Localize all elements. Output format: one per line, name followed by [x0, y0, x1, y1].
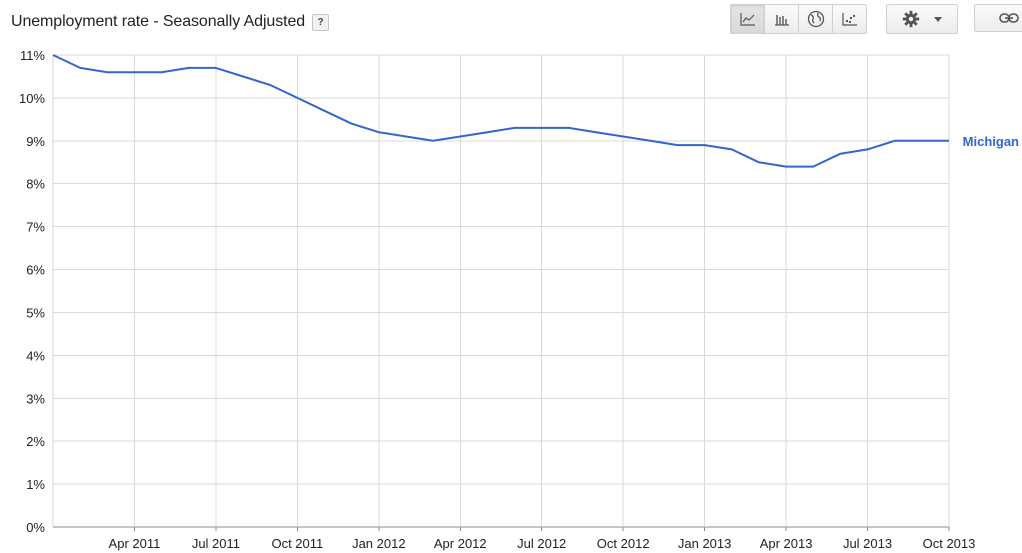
data-point[interactable]	[865, 147, 870, 152]
x-tick-label: Jan 2013	[678, 536, 732, 551]
data-point[interactable]	[512, 125, 517, 130]
data-point[interactable]	[756, 160, 761, 165]
scatter-chart-button[interactable]	[833, 4, 867, 34]
data-point[interactable]	[648, 138, 653, 143]
settings-button[interactable]	[886, 4, 958, 34]
help-button[interactable]: ?	[312, 13, 330, 31]
y-tick-label: 7%	[26, 220, 45, 235]
data-point[interactable]	[702, 143, 707, 148]
map-button[interactable]	[799, 4, 833, 34]
x-tick-label: Apr 2013	[760, 536, 813, 551]
data-point[interactable]	[213, 65, 218, 70]
x-tick-label: Apr 2012	[434, 536, 487, 551]
data-point[interactable]	[458, 134, 463, 139]
data-point[interactable]	[295, 95, 300, 100]
y-tick-label: 0%	[26, 520, 45, 535]
y-tick-label: 4%	[26, 348, 45, 363]
link-button[interactable]	[974, 4, 1022, 32]
line-chart-button[interactable]	[730, 4, 765, 34]
x-axis-ticks: Apr 2011 Jul 2011 Oct 2011 Jan 2012 Apr 2012…	[109, 527, 976, 551]
data-point[interactable]	[621, 134, 626, 139]
y-tick-label: 3%	[26, 391, 45, 406]
bar-chart-icon	[774, 15, 789, 26]
y-axis-ticks: 0% 1% 2% 3% 4% 5% 6% 7% 8% 9% 10% 11%	[19, 48, 45, 535]
data-point[interactable]	[919, 138, 924, 143]
data-point[interactable]	[51, 53, 56, 58]
y-tick-label: 1%	[26, 477, 45, 492]
series-line-michigan[interactable]	[52, 54, 949, 168]
data-point[interactable]	[132, 70, 137, 75]
data-point[interactable]	[539, 125, 544, 130]
x-tick-label: Oct 2012	[597, 536, 650, 551]
data-point[interactable]	[241, 74, 246, 79]
gear-icon	[902, 10, 920, 28]
link-icon	[999, 13, 1019, 23]
chevron-down-icon	[934, 16, 942, 22]
y-tick-label: 2%	[26, 434, 45, 449]
data-point[interactable]	[78, 65, 83, 70]
data-point[interactable]	[268, 83, 273, 88]
y-tick-label: 10%	[19, 91, 45, 106]
x-tick-label: Jul 2012	[517, 536, 566, 551]
y-tick-label: 6%	[26, 263, 45, 278]
data-point[interactable]	[376, 130, 381, 135]
x-tick-label: Oct 2011	[271, 536, 323, 551]
data-point[interactable]	[431, 138, 436, 143]
series-layer: Michigan	[51, 53, 1019, 169]
data-point[interactable]	[322, 108, 327, 113]
y-tick-label: 11%	[20, 48, 45, 63]
data-point[interactable]	[838, 151, 843, 156]
data-point[interactable]	[105, 70, 110, 75]
data-point[interactable]	[784, 164, 789, 169]
data-point[interactable]	[349, 121, 354, 126]
series-label[interactable]: Michigan	[963, 134, 1019, 149]
chart-type-toolbar	[730, 4, 867, 34]
y-tick-label: 8%	[26, 177, 45, 192]
data-point[interactable]	[594, 130, 599, 135]
data-point[interactable]	[186, 65, 191, 70]
y-tick-label: 9%	[26, 134, 45, 149]
grid-lines	[52, 54, 950, 528]
x-tick-label: Jul 2013	[843, 536, 892, 551]
data-point[interactable]	[729, 147, 734, 152]
globe-icon	[807, 10, 824, 28]
data-point[interactable]	[403, 134, 408, 139]
data-point[interactable]	[485, 130, 490, 135]
x-tick-label: Jul 2011	[192, 536, 240, 551]
data-point[interactable]	[566, 125, 571, 130]
chart-title-bar: Unemployment rate - Seasonally Adjusted …	[11, 11, 330, 33]
bar-chart-button[interactable]	[765, 4, 799, 34]
data-point[interactable]	[892, 138, 897, 143]
data-point[interactable]	[811, 164, 816, 169]
data-point[interactable]	[947, 138, 952, 143]
data-point[interactable]	[675, 143, 680, 148]
y-tick-label: 5%	[26, 305, 45, 320]
x-tick-label: Oct 2013	[923, 536, 976, 551]
scatter-chart-icon	[841, 13, 857, 26]
x-tick-label: Apr 2011	[109, 536, 161, 551]
data-point[interactable]	[159, 70, 164, 75]
chart-title: Unemployment rate - Seasonally Adjusted	[11, 13, 306, 30]
x-tick-label: Jan 2012	[352, 536, 406, 551]
line-chart-icon	[739, 13, 755, 26]
